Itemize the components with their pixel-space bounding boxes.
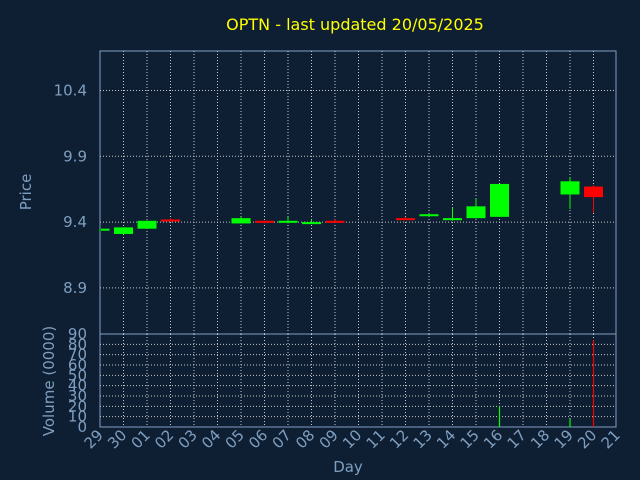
volume-tick-label: 50 bbox=[68, 366, 87, 384]
volume-tick-label: 20 bbox=[68, 397, 87, 415]
candlesticks bbox=[99, 177, 603, 234]
candle-body bbox=[560, 181, 580, 195]
candle-body bbox=[466, 206, 486, 219]
price-tick-label: 10.4 bbox=[54, 81, 87, 99]
candle-body bbox=[137, 220, 157, 229]
candle-body bbox=[255, 220, 274, 223]
price-tick-label: 9.4 bbox=[63, 213, 87, 231]
day-tick-label: 21 bbox=[598, 426, 624, 452]
day-tick-label: 02 bbox=[151, 426, 177, 452]
candle-body bbox=[302, 222, 321, 225]
day-tick-label: 19 bbox=[551, 426, 577, 452]
x-axis-label: Day bbox=[333, 458, 363, 476]
volume-bars bbox=[498, 340, 595, 427]
price-tick-labels: 8.9 9.4 9.9 10.4 bbox=[54, 81, 87, 296]
volume-tick-label: 60 bbox=[68, 356, 87, 374]
candle-body bbox=[161, 219, 180, 222]
day-tick-label: 01 bbox=[128, 426, 154, 452]
day-tick-label: 20 bbox=[574, 426, 600, 452]
volume-tick-label: 40 bbox=[68, 377, 87, 395]
price-tick-label: 8.9 bbox=[63, 279, 87, 297]
candle-body bbox=[114, 227, 133, 234]
day-tick-labels: 2930010203040506070809101112131415161718… bbox=[81, 426, 624, 452]
day-tick-label: 11 bbox=[363, 426, 389, 452]
day-tick-label: 12 bbox=[386, 426, 412, 452]
candle-body bbox=[231, 218, 251, 224]
day-tick-label: 05 bbox=[222, 426, 248, 452]
volume-tick-label: 70 bbox=[68, 346, 87, 364]
volume-plot-frame bbox=[99, 333, 617, 428]
volume-tick-label: 30 bbox=[68, 387, 87, 405]
day-tick-label: 10 bbox=[339, 426, 365, 452]
day-tick-label: 30 bbox=[104, 426, 130, 452]
day-tick-label: 09 bbox=[316, 426, 342, 452]
volume-axis-label: Volume (0000) bbox=[40, 326, 58, 436]
day-tick-label: 17 bbox=[504, 426, 530, 452]
candle-body bbox=[325, 220, 345, 223]
day-tick-label: 08 bbox=[292, 426, 318, 452]
day-tick-label: 14 bbox=[433, 426, 459, 452]
day-tick-label: 03 bbox=[175, 426, 201, 452]
day-tick-label: 15 bbox=[457, 426, 483, 452]
day-tick-label: 07 bbox=[269, 426, 295, 452]
candle-body bbox=[584, 186, 603, 198]
day-tick-label: 04 bbox=[198, 426, 224, 452]
candle-body bbox=[490, 183, 509, 217]
candle-body bbox=[396, 218, 415, 221]
day-tick-label: 13 bbox=[410, 426, 436, 452]
price-axis-label: Price bbox=[17, 174, 35, 211]
volume-tick-label: 90 bbox=[68, 325, 87, 343]
volume-tick-label: 0 bbox=[77, 418, 87, 436]
candle-body bbox=[101, 228, 110, 231]
candle-body bbox=[443, 218, 462, 221]
day-tick-label: 16 bbox=[480, 426, 506, 452]
day-tick-label: 06 bbox=[245, 426, 271, 452]
volume-tick-label: 10 bbox=[68, 408, 87, 426]
price-tick-label: 9.9 bbox=[63, 147, 87, 165]
day-tick-label: 18 bbox=[527, 426, 553, 452]
candle-body bbox=[278, 220, 298, 223]
candle-body bbox=[419, 214, 439, 217]
volume-tick-label: 80 bbox=[68, 335, 87, 353]
chart-title: OPTN - last updated 20/05/2025 bbox=[226, 15, 484, 34]
